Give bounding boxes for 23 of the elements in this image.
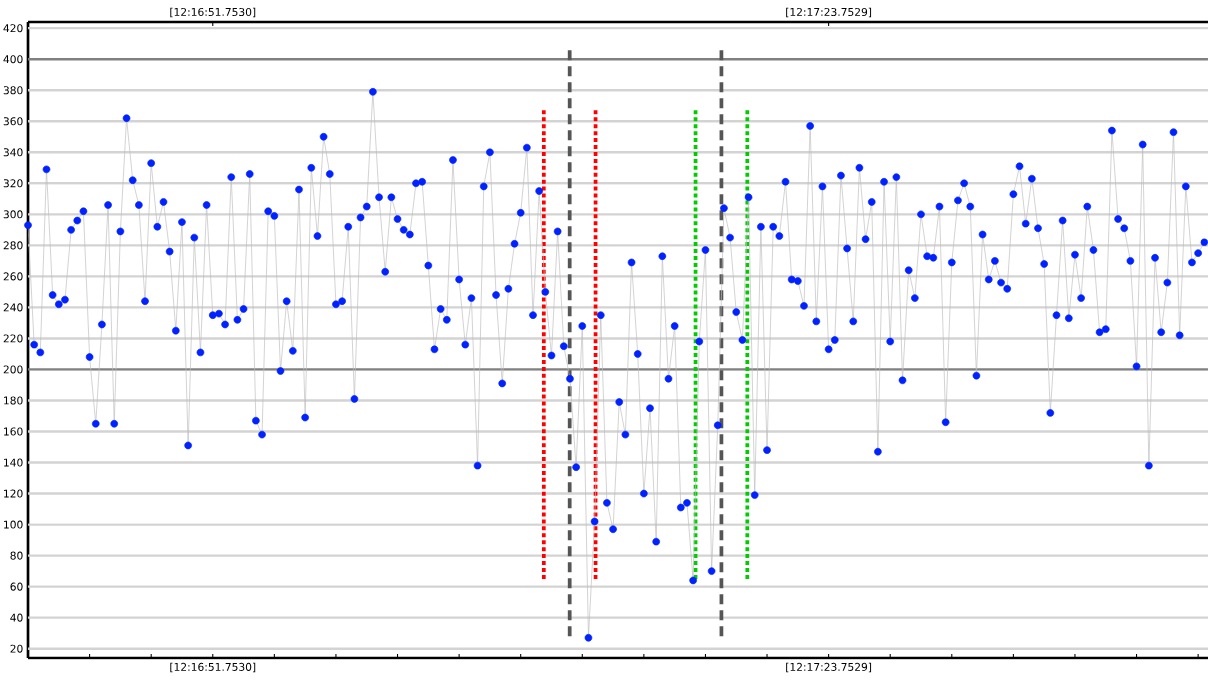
y-tick-label: 320 bbox=[3, 179, 23, 188]
y-tick-label: 160 bbox=[4, 427, 23, 436]
y-tick-label: 200 bbox=[3, 365, 23, 374]
y-tick-label: 60 bbox=[10, 582, 23, 591]
y-tick-label: 300 bbox=[3, 210, 23, 219]
y-tick-label: 100 bbox=[4, 520, 23, 529]
y-tick-label: 220 bbox=[3, 334, 23, 343]
y-tick-label: 260 bbox=[3, 272, 23, 281]
y-tick-label: 80 bbox=[10, 551, 23, 560]
y-tick-label: 20 bbox=[10, 644, 23, 653]
y-tick-label: 240 bbox=[3, 303, 23, 312]
y-tick-label: 380 bbox=[3, 86, 23, 95]
y-tick-label: 400 bbox=[3, 55, 23, 64]
y-tick-label: 140 bbox=[4, 458, 23, 467]
y-tick-label: 280 bbox=[3, 241, 23, 250]
y-tick-label: 120 bbox=[4, 489, 23, 498]
category-label: [12:17:23.7529] bbox=[786, 7, 872, 18]
y-tick-label: 340 bbox=[3, 148, 23, 157]
y-tick-label: 180 bbox=[4, 396, 23, 405]
y-tick-label: 420 bbox=[3, 24, 23, 33]
y-tick-label: 40 bbox=[10, 613, 23, 622]
y-tick-label: 360 bbox=[3, 117, 23, 126]
category-label: [12:16:51.7530] bbox=[170, 7, 256, 18]
